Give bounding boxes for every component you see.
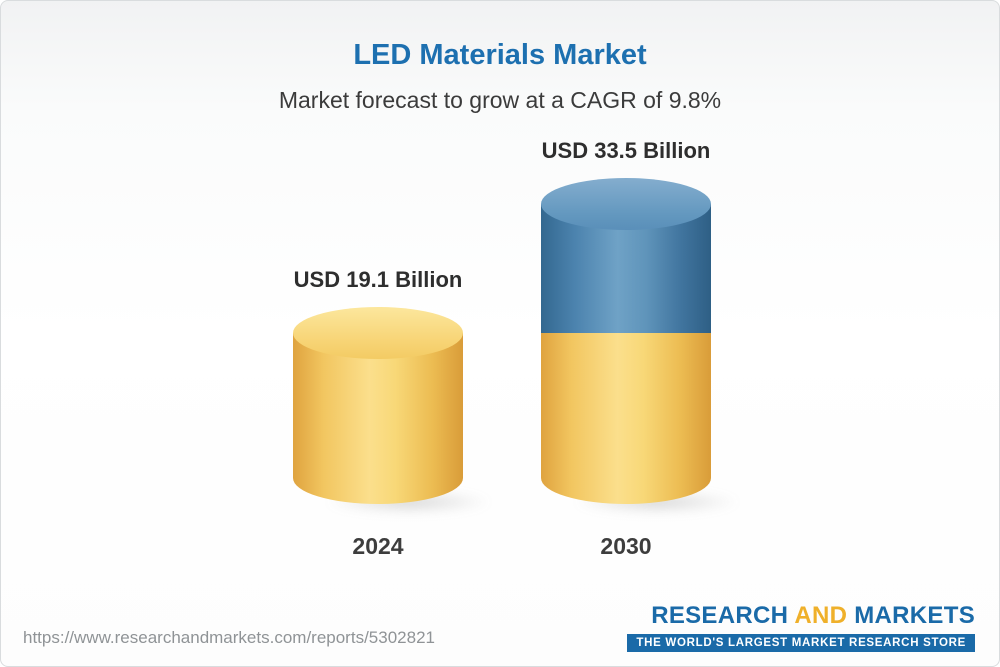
logo-wordmark: RESEARCH AND MARKETS [627,602,975,630]
cylinder-top-blue [541,178,711,230]
year-label-2030: 2030 [600,533,652,559]
bar-segment-yellow [293,333,463,504]
year-label-2024: 2024 [352,533,404,559]
report-url-link[interactable]: https://www.researchandmarkets.com/repor… [23,628,435,647]
logo-word-and: AND [794,602,848,629]
chart-subtitle: Market forecast to grow at a CAGR of 9.8… [278,87,722,113]
cylinder-bar-2024 [293,307,463,504]
cylinder-top-yellow [293,307,463,359]
logo-word-research: RESEARCH [651,602,789,629]
logo-tagline: THE WORLD'S LARGEST MARKET RESEARCH STOR… [627,634,975,652]
research-and-markets-logo: RESEARCH AND MARKETS THE WORLD'S LARGEST… [627,602,975,652]
bar-segment-yellow [541,333,711,504]
value-label-2030: USD 33.5 Billion [541,138,711,163]
cylinder-bar-2030 [541,178,711,504]
chart-title: LED Materials Market [353,39,647,71]
logo-word-markets: MARKETS [854,602,975,629]
value-label-2024: USD 19.1 Billion [293,267,463,292]
